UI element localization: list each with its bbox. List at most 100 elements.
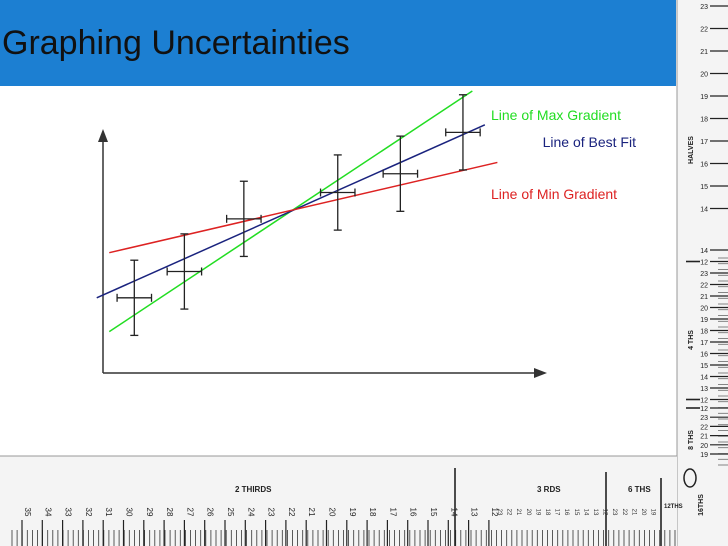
ruler-right-label: 12 xyxy=(700,406,708,413)
ruler-right-label: 20 xyxy=(700,72,708,79)
ruler-bottom-small-label: 21 xyxy=(515,509,521,516)
chart-legend: Line of Max Gradient Line of Best Fit Line… xyxy=(491,107,636,202)
ruler-bottom-small-label: 20 xyxy=(640,509,646,516)
title-bar: Graphing Uncertainties xyxy=(0,0,676,86)
ruler-bottom-label: 24 xyxy=(246,508,255,517)
legend-entry-1: Line of Best Fit xyxy=(543,134,636,150)
ruler-bottom-small-label: 18 xyxy=(544,509,550,516)
ruler-right-label: 16 xyxy=(700,162,708,169)
ruler-bottom-small-label: 13 xyxy=(592,509,598,516)
ruler-bottom-label: 21 xyxy=(307,508,316,517)
ruler-right-label: 14 xyxy=(700,248,708,255)
ruler-bottom-label: 34 xyxy=(43,508,52,517)
ruler-bottom-label: 25 xyxy=(226,508,235,517)
ruler-right-label: 21 xyxy=(700,49,708,56)
ruler-right-label: 17 xyxy=(700,139,708,146)
ruler-bottom-label: 19 xyxy=(348,508,357,517)
ruler-right-label: 23 xyxy=(700,415,708,422)
ruler-bottom-label: 35 xyxy=(23,508,32,517)
ruler-bottom-sixths-label: 6 THS xyxy=(628,485,651,494)
ruler-right-label: 20 xyxy=(700,306,708,313)
data-point-2 xyxy=(225,180,262,258)
ruler-right-label: 17 xyxy=(700,340,708,347)
ruler-right-label: 12 xyxy=(700,260,708,267)
ruler-bottom-label: 18 xyxy=(368,508,377,517)
ruler-bottom-small-label: 19 xyxy=(534,509,540,516)
ruler-bottom-small-label: 22 xyxy=(621,509,627,516)
data-point-3 xyxy=(319,154,356,231)
ruler-right-label: 22 xyxy=(700,283,708,290)
ruler-bottom-label: 30 xyxy=(125,508,134,517)
series-line-2 xyxy=(109,161,498,254)
ruler-bottom-small-label: 16 xyxy=(563,509,569,516)
x-axis-arrow xyxy=(534,368,547,378)
chart-lines xyxy=(96,90,498,333)
ruler-right-label: 19 xyxy=(700,317,708,324)
ruler-right-label: 21 xyxy=(700,294,708,301)
chart-points xyxy=(116,94,481,337)
chart-axes xyxy=(98,129,547,378)
ruler-right-label: 18 xyxy=(700,329,708,336)
legend-entry-2: Line of Min Gradient xyxy=(491,186,617,202)
ruler-bottom-small-label: 19 xyxy=(650,509,656,516)
ruler-bottom-label: 17 xyxy=(388,508,397,517)
ruler-bottom-small-label: 20 xyxy=(525,509,531,516)
ruler-right-halves-label: HALVES xyxy=(688,136,695,164)
ruler-bottom-label: 14 xyxy=(449,508,458,517)
ruler-hole xyxy=(683,468,697,488)
ruler-bottom-label: 16 xyxy=(409,508,418,517)
ruler-right-label: 21 xyxy=(700,434,708,441)
ruler-right-label: 23 xyxy=(700,4,708,11)
ruler-bottom-small-label: 14 xyxy=(582,509,588,516)
ruler-bottom-small-label: 15 xyxy=(573,509,579,516)
ruler-bottom-rds-label: 3 RDS xyxy=(537,485,561,494)
ruler-bottom-label: 29 xyxy=(145,508,154,517)
data-point-5 xyxy=(445,94,481,171)
ruler-bottom-label: 13 xyxy=(470,508,479,517)
data-point-0 xyxy=(116,259,153,337)
slide-title: Graphing Uncertainties xyxy=(2,24,350,62)
ruler-right-fourths-label: 4 THS xyxy=(688,330,695,350)
ruler-bottom-small-label: 22 xyxy=(506,509,512,516)
ruler-bottom-thirds-label: 2 THIRDS xyxy=(235,485,272,494)
ruler-bottom-label: 12 xyxy=(490,508,499,517)
ruler-right-label: 14 xyxy=(700,207,708,214)
ruler-right-label: 22 xyxy=(700,424,708,431)
y-axis-arrow xyxy=(98,129,108,142)
ruler-bottom-label: 33 xyxy=(64,508,73,517)
ruler-right-eighths-label: 8 THS xyxy=(688,430,695,450)
data-point-4 xyxy=(382,135,419,212)
ruler-bottom-small-label: 17 xyxy=(554,509,560,516)
legend-entry-0: Line of Max Gradient xyxy=(491,107,621,123)
ruler-bottom-label: 23 xyxy=(267,508,276,517)
ruler-bottom-label: 31 xyxy=(104,508,113,517)
data-point-1 xyxy=(166,233,203,310)
ruler-bottom-small-label: 12 xyxy=(602,509,608,516)
ruler-bottom-small-label: 23 xyxy=(611,509,617,516)
ruler-bottom-small-label: 23 xyxy=(496,509,502,516)
ruler-right-label: 22 xyxy=(700,27,708,34)
ruler-right-label: 13 xyxy=(700,386,708,393)
ruler-right-sixteenths-label: 16THS xyxy=(698,494,705,516)
ruler-bottom: 35 34 33 32 31 30 29 28 27 26 25 24 23 22 21 20 19 18 17 16… xyxy=(0,455,683,546)
ruler-bottom-label: 20 xyxy=(328,508,337,517)
ruler-bottom-twelfths-label: 12THS xyxy=(664,504,683,510)
ruler-right-label: 23 xyxy=(700,271,708,278)
ruler-right-label: 12 xyxy=(700,398,708,405)
ruler-bottom-label: 28 xyxy=(165,508,174,517)
ruler-right-label: 16 xyxy=(700,352,708,359)
ruler-right-label: 20 xyxy=(700,443,708,450)
ruler-right-label: 14 xyxy=(700,375,708,382)
ruler-right-label: 15 xyxy=(700,363,708,370)
ruler-bottom-label: 26 xyxy=(206,508,215,517)
ruler-bottom-label: 15 xyxy=(429,508,438,517)
series-line-1 xyxy=(96,124,486,299)
ruler-bottom-small-label: 21 xyxy=(630,509,636,516)
ruler-right-label: 19 xyxy=(700,94,708,101)
ruler-right-label: 18 xyxy=(700,117,708,124)
ruler-right-label: 19 xyxy=(700,452,708,459)
ruler-bottom-label: 27 xyxy=(185,508,194,517)
ruler-bottom-label: 22 xyxy=(287,508,296,517)
ruler-right-label: 15 xyxy=(700,184,708,191)
